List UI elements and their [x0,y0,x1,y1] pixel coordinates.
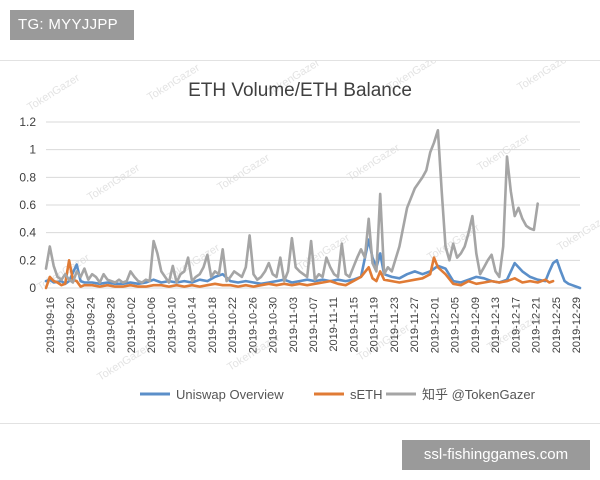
x-tick-label: 2019-11-07 [308,297,320,352]
x-tick-label: 2019-12-17 [510,297,522,353]
x-tick-label: 2019-11-23 [389,297,401,352]
x-tick-label: 2019-09-16 [45,297,57,353]
x-tick-label: 2019-10-22 [227,297,239,353]
x-tick-label: 2019-10-10 [166,297,178,353]
site-label: ssl-fishinggames.com [402,440,590,470]
x-tick-label: 2019-12-29 [571,297,583,353]
watermark-text: TokenGazer [475,132,532,174]
x-tick-label: 2019-10-26 [247,297,259,353]
watermark-text: TokenGazer [215,152,272,194]
tg-label: TG: MYYJJPP [10,10,134,40]
x-tick-label: 2019-10-30 [268,297,280,353]
legend-label-uniswap-overview: Uniswap Overview [176,387,284,402]
x-tick-label: 2019-12-05 [450,297,462,353]
series-line-third [44,129,539,284]
chart-panel: TokenGazer TokenGazer TokenGazer TokenGazer… [0,52,600,424]
y-tick-label: 0.4 [19,226,36,240]
watermark-text: TokenGazer [515,61,572,94]
x-tick-label: 2019-10-06 [146,297,158,353]
watermark-text: TokenGazer [355,322,412,364]
x-tick-label: 2019-11-15 [348,297,360,352]
series-layer [44,129,582,290]
series-line-uniswap-overview [44,238,582,290]
x-tick-label: 2019-11-03 [288,297,300,352]
x-tick-label: 2019-10-02 [126,297,138,353]
watermark-text: TokenGazer [95,342,152,384]
x-tick-label: 2019-11-11 [328,297,340,352]
line-chart: TokenGazer TokenGazer TokenGazer TokenGazer… [19,52,600,402]
x-tick-label: 2019-10-14 [187,297,199,353]
series-line-seth [44,256,555,290]
legend: Uniswap Overview sETH 知乎 @TokenGazer [140,387,536,402]
x-tick-label: 2019-09-20 [65,297,77,353]
x-tick-label: 2019-12-13 [490,297,502,353]
legend-label-seth: sETH [350,387,383,402]
x-tick-label: 2019-11-27 [409,297,421,352]
legend-label-third: 知乎 @TokenGazer [422,387,536,402]
y-axis-tick-labels: 0 0.2 0.4 0.6 0.8 1 1.2 [19,115,36,295]
x-tick-label: 2019-09-24 [85,297,97,353]
y-tick-label: 0 [29,281,36,295]
y-tick-label: 0.8 [19,170,36,184]
x-tick-label: 2019-09-28 [106,297,118,353]
x-tick-label: 2019-10-18 [207,297,219,353]
y-tick-label: 1.2 [19,115,36,129]
y-tick-label: 1 [29,143,36,157]
y-tick-label: 0.2 [19,253,36,267]
x-tick-label: 2019-12-01 [429,297,441,353]
x-tick-label: 2019-11-19 [369,297,381,352]
x-tick-label: 2019-12-21 [531,297,543,353]
y-tick-label: 0.6 [19,198,36,212]
x-axis-tick-labels: 2019-09-16 2019-09-20 2019-09-24 2019-09-28… [45,297,583,353]
watermark-text: TokenGazer [25,72,82,114]
x-tick-label: 2019-12-25 [551,297,563,353]
chart-title: ETH Volume/ETH Balance [188,80,412,101]
watermark-text: TokenGazer [85,162,142,204]
x-tick-label: 2019-12-09 [470,297,482,353]
